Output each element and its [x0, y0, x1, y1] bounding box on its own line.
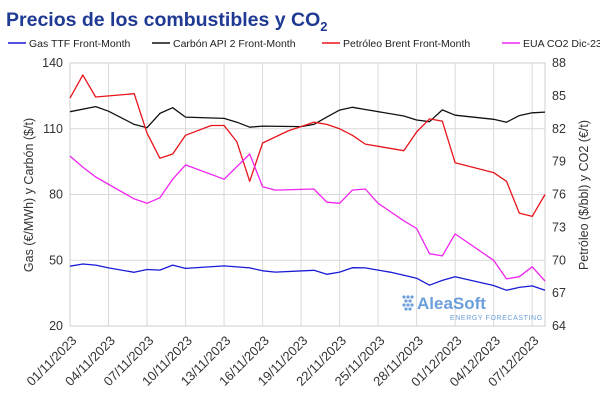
series-line-carb-n-api-2-front-month — [69, 105, 546, 129]
y-right-tick-label: 67 — [552, 286, 566, 300]
y-left-tick-label: 110 — [43, 122, 63, 136]
series-line-eua-co2-dic-23 — [69, 153, 546, 282]
y-right-tick-label: 88 — [552, 56, 566, 70]
gridlines — [69, 62, 545, 327]
y-right-tick-label: 82 — [552, 122, 566, 136]
legend-label: Petróleo Brent Front-Month — [343, 38, 470, 50]
legend-item: EUA CO2 Dic-23 — [502, 38, 600, 50]
y-right-tick-label: 73 — [552, 220, 566, 234]
y-left-tick-label: 140 — [42, 56, 63, 70]
watermark-brand: AleaSoft — [417, 294, 486, 313]
left-axis-ticks: 20 50 80 110 140 — [42, 56, 63, 333]
legend-item: Carbón API 2 Front-Month — [152, 38, 296, 50]
right-axis-ticks: 64 67 70 73 76 79 82 85 88 — [552, 56, 566, 333]
aleasoft-logo-icon — [402, 295, 414, 311]
watermark-tagline: ENERGY FORECASTING — [450, 315, 543, 322]
y-right-tick-label: 64 — [552, 319, 566, 333]
legend-label: Gas TTF Front-Month — [29, 38, 130, 50]
legend: Gas TTF Front-Month Carbón API 2 Front-Mo… — [8, 38, 600, 50]
y-right-tick-label: 85 — [552, 89, 566, 103]
legend-label: Carbón API 2 Front-Month — [173, 38, 296, 50]
y-left-tick-label: 50 — [49, 253, 63, 267]
y-right-tick-label: 79 — [552, 155, 566, 169]
legend-item: Gas TTF Front-Month — [8, 38, 130, 50]
y-left-tick-label: 80 — [49, 188, 63, 202]
chart-title: Precios de los combustibles y CO2 — [6, 9, 328, 34]
aleasoft-watermark: AleaSoft ENERGY FORECASTING — [402, 294, 542, 322]
legend-item: Petróleo Brent Front-Month — [322, 38, 470, 50]
series-line-petr-leo-brent-front-month — [69, 74, 546, 218]
y-right-tick-label: 76 — [552, 188, 566, 202]
series-line-gas-ttf-front-month — [69, 263, 546, 291]
y-left-tick-label: 20 — [49, 319, 63, 333]
y-axis-left-label: Gas (€/MWh) y Carbón ($/t) — [22, 118, 36, 272]
legend-label: EUA CO2 Dic-23 — [523, 38, 600, 50]
y-axis-right-label: Petróleo ($/bbl) y CO2 (€/t) — [577, 120, 591, 270]
x-axis-ticks: 01/11/202304/11/202307/11/202310/11/2023… — [24, 333, 542, 390]
y-right-tick-label: 70 — [552, 253, 566, 267]
series-lines — [69, 74, 546, 291]
